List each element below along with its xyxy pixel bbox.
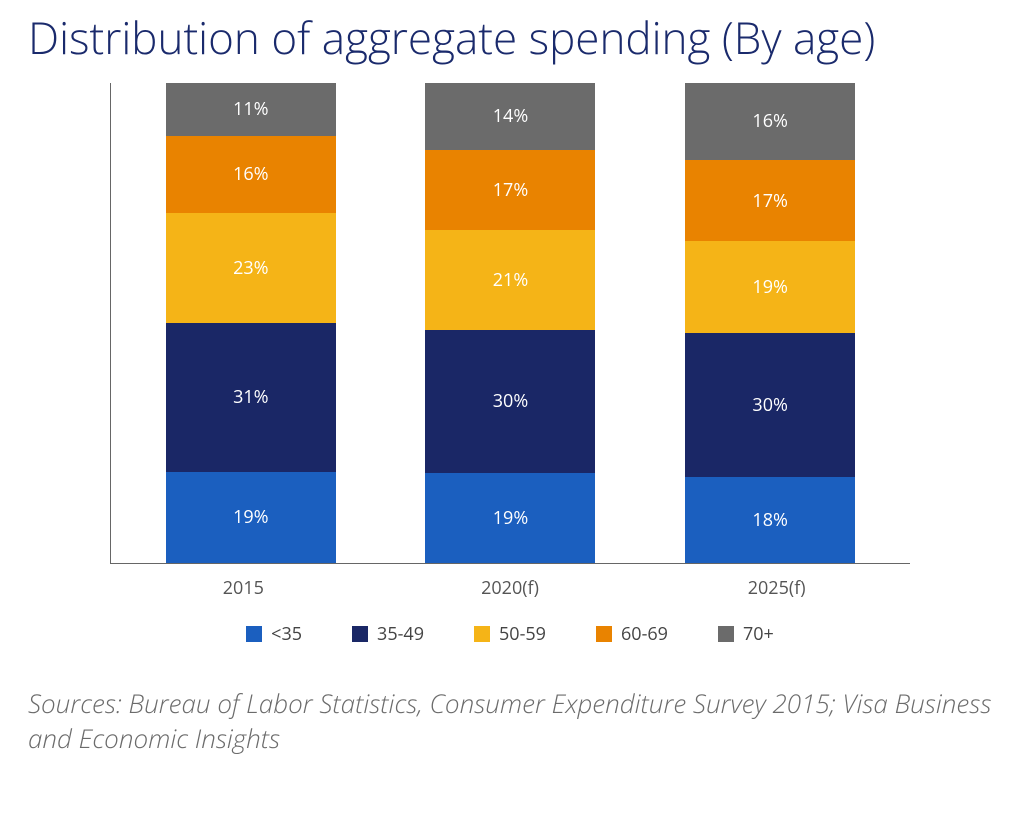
- bar-segment: 30%: [685, 333, 855, 477]
- bar-segment: 19%: [425, 473, 595, 563]
- bar-column: 19%30%21%17%14%: [425, 83, 595, 563]
- legend-item: 35-49: [352, 622, 424, 646]
- bar-segment: 14%: [425, 83, 595, 150]
- legend-swatch: [352, 626, 368, 642]
- bar-segment: 19%: [685, 241, 855, 332]
- sources-caption: Sources: Bureau of Labor Statistics, Con…: [28, 686, 992, 756]
- chart-legend: <35 35-49 50-59 60-69 70+: [28, 622, 992, 646]
- chart-plot-area: 19%31%23%16%11%19%30%21%17%14%18%30%19%1…: [110, 83, 910, 564]
- legend-item: 70+: [718, 622, 774, 646]
- x-axis-labels: 2015 2020(f) 2025(f): [110, 576, 910, 600]
- bar-segment: 31%: [166, 323, 336, 472]
- legend-swatch: [718, 626, 734, 642]
- chart-title: Distribution of aggregate spending (By a…: [28, 10, 992, 65]
- legend-label: <35: [271, 622, 302, 646]
- legend-swatch: [596, 626, 612, 642]
- legend-item: 50-59: [474, 622, 546, 646]
- legend-item: <35: [246, 622, 302, 646]
- legend-label: 50-59: [499, 622, 546, 646]
- stacked-bar-plot: 19%31%23%16%11%19%30%21%17%14%18%30%19%1…: [111, 83, 910, 563]
- x-axis-label: 2020(f): [425, 576, 595, 600]
- legend-label: 35-49: [377, 622, 424, 646]
- bar-column: 18%30%19%17%16%: [685, 83, 855, 563]
- bar-segment: 16%: [685, 83, 855, 160]
- bar-segment: 19%: [166, 472, 336, 563]
- bar-segment: 17%: [685, 160, 855, 242]
- bar-segment: 17%: [425, 150, 595, 231]
- bar-segment: 23%: [166, 213, 336, 323]
- page-root: Distribution of aggregate spending (By a…: [0, 0, 1020, 776]
- x-axis-label: 2015: [158, 576, 328, 600]
- bar-segment: 11%: [166, 83, 336, 136]
- bar-segment: 16%: [166, 136, 336, 213]
- x-axis-label: 2025(f): [692, 576, 862, 600]
- bar-segment: 30%: [425, 330, 595, 473]
- legend-label: 60-69: [621, 622, 668, 646]
- legend-swatch: [474, 626, 490, 642]
- legend-swatch: [246, 626, 262, 642]
- bar-column: 19%31%23%16%11%: [166, 83, 336, 563]
- legend-label: 70+: [743, 622, 774, 646]
- bar-segment: 21%: [425, 230, 595, 330]
- bar-segment: 18%: [685, 477, 855, 563]
- legend-item: 60-69: [596, 622, 668, 646]
